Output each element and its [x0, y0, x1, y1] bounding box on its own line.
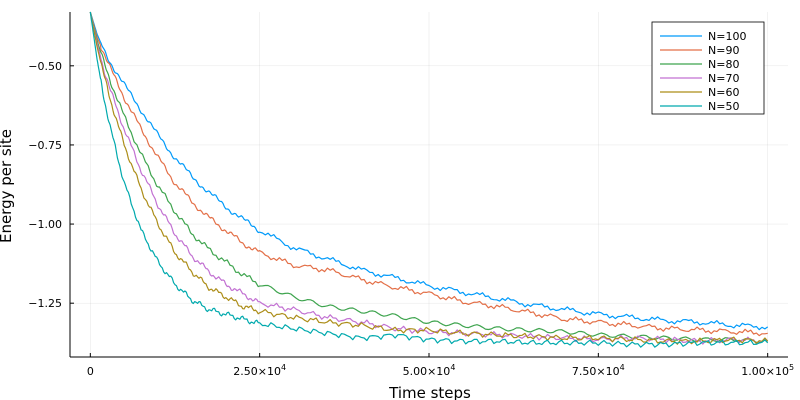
x-tick-exponent: 5	[789, 363, 794, 372]
y-tick-label: −1.00	[28, 218, 62, 231]
y-tick-label: −0.75	[28, 139, 62, 152]
series-line-n-80	[89, 11, 768, 343]
tick-labels: 0 2.50×104 5.00×104 7.50×104 1.00×105 −0.50 −0…	[28, 60, 794, 378]
x-tick-label: 1.00×105	[741, 363, 794, 378]
series-line-n-90	[89, 11, 768, 337]
grid-lines	[70, 12, 788, 357]
axes	[69, 12, 788, 358]
series-line-n-60	[89, 11, 769, 345]
series-line-n-100	[89, 11, 769, 331]
legend-label: N=80	[708, 58, 739, 71]
legend-label: N=70	[708, 72, 739, 85]
x-tick-label: 5.00×104	[403, 363, 456, 378]
y-axis-label: Energy per site	[0, 129, 15, 243]
x-tick-label: 7.50×104	[572, 363, 625, 378]
x-tick-label: 0	[87, 365, 94, 378]
legend-label: N=60	[708, 86, 739, 99]
series-lines	[89, 11, 769, 348]
x-tick-exponent: 4	[281, 363, 286, 372]
legend-box	[651, 21, 765, 115]
legend-label: N=90	[708, 44, 739, 57]
y-tick-label: −0.50	[28, 60, 62, 73]
x-tick-exponent: 4	[620, 363, 625, 372]
x-tick-exponent: 4	[450, 363, 455, 372]
y-tick-label: −1.25	[28, 297, 62, 310]
legend-label: N=100	[708, 30, 746, 43]
series-line-n-50	[89, 11, 769, 348]
x-axis-label: Time steps	[388, 384, 471, 400]
x-tick-label: 2.50×104	[233, 363, 286, 378]
legend-label: N=50	[708, 100, 739, 113]
